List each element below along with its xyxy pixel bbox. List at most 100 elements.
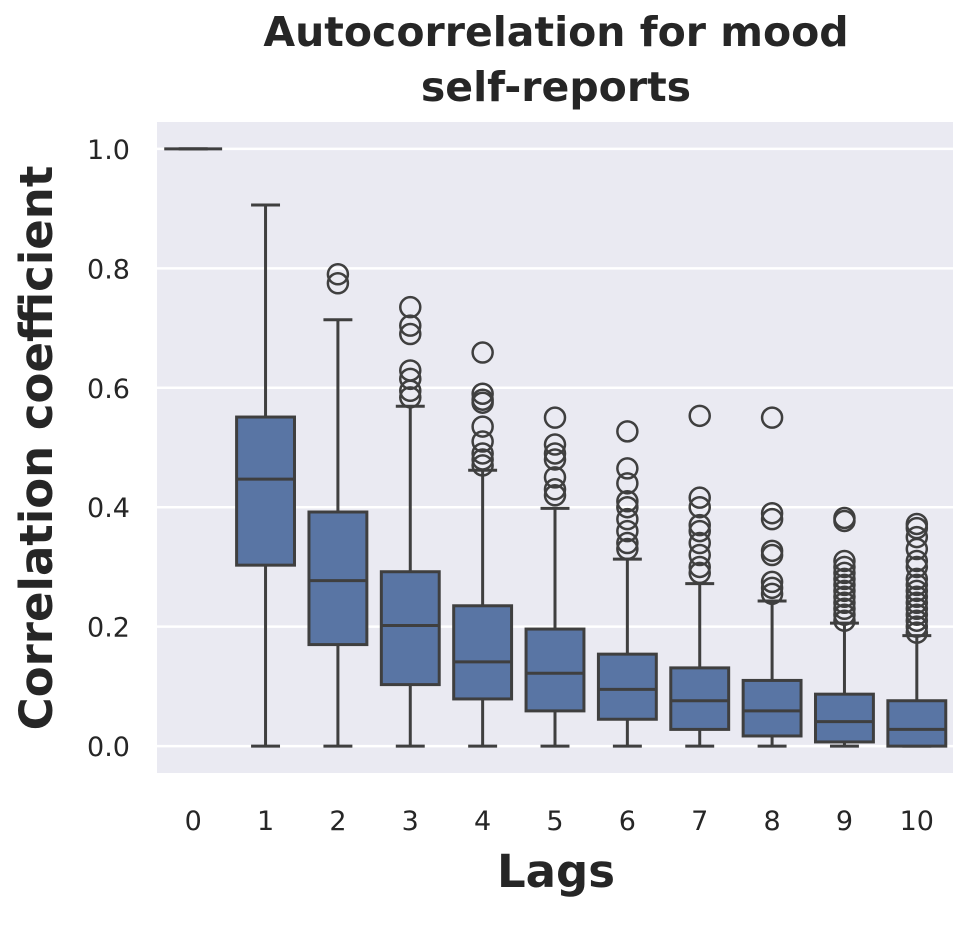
outlier-point [833, 591, 856, 615]
outlier-point [833, 585, 856, 609]
box-lag-1 [235, 203, 296, 748]
outlier-point [688, 519, 711, 543]
outlier-point [399, 295, 422, 319]
outlier-point [616, 457, 639, 480]
outlier-point [905, 537, 929, 561]
iqr-box [741, 678, 803, 738]
y-tick-label: 0.6 [87, 374, 130, 405]
outlier-point [471, 448, 494, 471]
outlier-point [326, 263, 350, 286]
outlier-point [833, 573, 856, 597]
outlier-point [760, 576, 784, 600]
outlier-point [616, 472, 639, 495]
outlier-point [905, 609, 929, 632]
outlier-point [833, 567, 856, 591]
outlier-point [616, 490, 639, 513]
outlier-point [688, 555, 711, 579]
outlier-point [399, 314, 422, 337]
box-lag-2 [307, 263, 369, 748]
x-tick-label: 1 [257, 806, 274, 837]
outlier-point [760, 570, 784, 594]
x-tick-label: 10 [900, 806, 934, 837]
outlier-point [905, 579, 929, 603]
outlier-point [905, 615, 929, 638]
outlier-point [905, 525, 929, 549]
x-tick-label: 8 [763, 806, 780, 837]
outlier-point [833, 609, 856, 632]
y-axis-label: Correlation coefficient [10, 166, 63, 731]
outlier-point [833, 597, 856, 621]
x-axis-label: Lags [497, 845, 615, 898]
outlier-point [543, 406, 567, 429]
y-tick-labels: 0.0 0.2 0.4 0.6 0.8 1.0 [87, 135, 130, 763]
outlier-point [833, 579, 856, 603]
x-tick-label: 5 [546, 806, 563, 837]
outlier-point [905, 585, 929, 609]
outlier-point [616, 495, 639, 519]
outlier-point [905, 597, 929, 621]
outlier-point [399, 386, 422, 409]
outlier-point [471, 391, 494, 414]
outlier-point [905, 591, 929, 615]
iqr-box [596, 652, 658, 721]
iqr-box [379, 570, 441, 687]
iqr-box [814, 692, 875, 744]
box-lag-9 [814, 506, 875, 748]
outlier-point [905, 567, 929, 591]
outlier-point [471, 382, 494, 405]
outlier-point [543, 466, 567, 489]
outlier-point [833, 549, 856, 573]
outlier-point [616, 420, 639, 443]
outlier-point [471, 415, 494, 438]
outlier-point [399, 367, 422, 391]
outlier-point [905, 621, 929, 644]
box-lag-7 [669, 404, 731, 748]
box-lag-8 [741, 406, 803, 748]
outlier-point [905, 603, 929, 626]
outlier-point [688, 513, 711, 537]
x-tick-label: 3 [402, 806, 419, 837]
outlier-point [543, 484, 567, 507]
outlier-point [471, 430, 494, 453]
outlier-point [543, 448, 567, 471]
outlier-point [905, 549, 929, 573]
box-lag-10 [886, 512, 948, 748]
y-tick-label: 1.0 [87, 135, 130, 166]
iqr-box [524, 627, 586, 713]
x-tick-label: 4 [474, 806, 491, 837]
outlier-point [399, 379, 422, 403]
outlier-point [833, 603, 856, 626]
x-tick-label: 2 [329, 806, 346, 837]
iqr-box [886, 699, 948, 748]
outlier-point [760, 582, 784, 606]
outlier-point [616, 531, 639, 555]
outlier-point [760, 406, 784, 429]
x-tick-label: 7 [691, 806, 708, 837]
iqr-box [669, 666, 731, 731]
y-tick-label: 0.0 [87, 732, 130, 763]
outlier-point [833, 509, 856, 533]
outlier-point [833, 555, 856, 579]
y-tick-label: 0.2 [87, 613, 130, 644]
chart-title-line-1: Autocorrelation for mood [263, 8, 848, 56]
outlier-point [471, 454, 494, 477]
outlier-point [326, 272, 350, 295]
outlier-point [471, 442, 494, 465]
box-lag-5 [524, 406, 586, 748]
iqr-box [307, 510, 369, 647]
boxes [164, 147, 948, 748]
outlier-point [760, 543, 784, 567]
outlier-point [616, 537, 639, 561]
outlier-point [616, 507, 639, 531]
x-tick-label: 6 [619, 806, 636, 837]
outlier-point [760, 507, 784, 531]
y-tick-label: 0.4 [87, 493, 130, 524]
outlier-point [688, 486, 711, 509]
outlier-point [905, 573, 929, 597]
box-lag-4 [452, 341, 514, 748]
outlier-point [471, 341, 494, 364]
outlier-point [833, 561, 856, 585]
chart-title-line-2: self-reports [421, 63, 691, 111]
box-lag-6 [596, 420, 658, 748]
